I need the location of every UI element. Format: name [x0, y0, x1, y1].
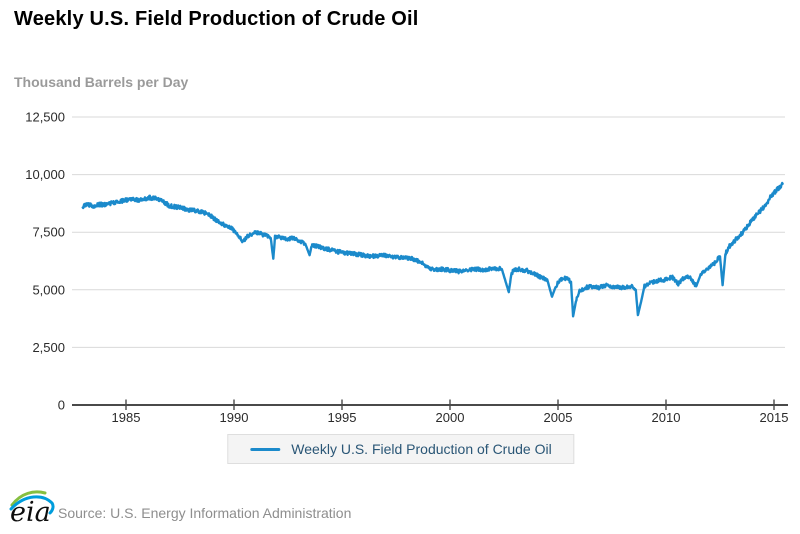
x-tick-label: 2005: [544, 410, 573, 425]
y-tick-label: 10,000: [25, 167, 65, 182]
legend[interactable]: Weekly U.S. Field Production of Crude Oi…: [227, 434, 575, 464]
x-tick-label: 2015: [760, 410, 789, 425]
x-tick-label: 1985: [112, 410, 141, 425]
legend-label: Weekly U.S. Field Production of Crude Oi…: [291, 441, 552, 457]
chart-title: Weekly U.S. Field Production of Crude Oi…: [14, 8, 419, 30]
eia-logo-text: eia: [10, 497, 51, 528]
x-tick-label: 1995: [328, 410, 357, 425]
eia-logo-swoosh: [9, 490, 55, 515]
y-tick-label: 5,000: [32, 282, 65, 297]
chart-canvas[interactable]: 12,500 10,000 7,500 5,000 2,500 0 1985 1990 1995…: [0, 0, 800, 480]
y-tick-label: 7,500: [32, 225, 65, 240]
x-tick-label: 2000: [436, 410, 465, 425]
y-tick-label: 2,500: [32, 340, 65, 355]
x-tick-label: 2010: [652, 410, 681, 425]
footer: eia Source: U.S. Energy Information Admi…: [0, 488, 800, 534]
logo-blue-arc-icon: [9, 495, 55, 515]
y-tick-label: 12,500: [25, 110, 65, 125]
y-tick-label: 0: [58, 398, 65, 413]
logo-green-arc-icon: [10, 490, 47, 507]
x-tick-label: 1990: [220, 410, 249, 425]
production-data-line[interactable]: [81, 181, 784, 318]
y-axis-units-label: Thousand Barrels per Day: [14, 74, 189, 90]
eia-logo: eia: [7, 488, 57, 532]
legend-line-swatch: [250, 447, 281, 451]
source-attribution: Source: U.S. Energy Information Administ…: [58, 505, 352, 521]
